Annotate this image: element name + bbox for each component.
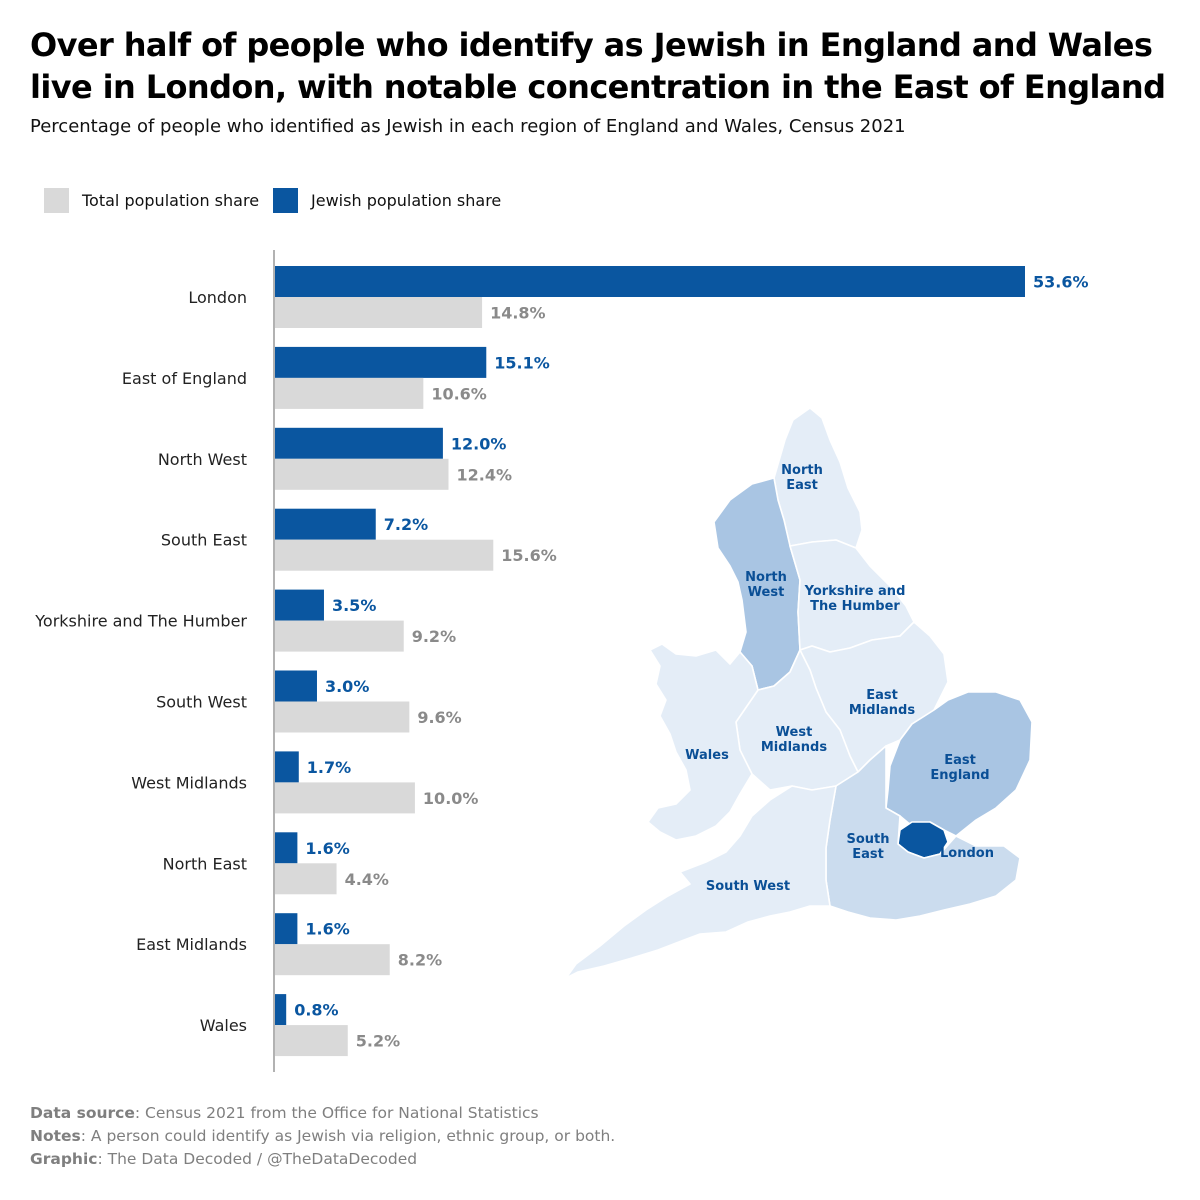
map-region-south-west (565, 785, 837, 979)
bar-jewish (275, 994, 287, 1026)
data-label-jewish: 0.8% (294, 1001, 338, 1020)
data-label-jewish: 1.6% (305, 839, 349, 858)
map-label-west-midlands: West Midlands (761, 725, 827, 755)
category-label: West Midlands (131, 773, 247, 792)
footer-notes-label: Notes (30, 1127, 81, 1145)
bar-total (275, 620, 404, 652)
data-label-total: 9.2% (412, 627, 456, 646)
bar-jewish (275, 427, 443, 459)
category-label: Yorkshire and The Humber (34, 612, 247, 631)
map-labels: North East North West Yorkshire and The Humbe… (685, 463, 994, 894)
category-label: South East (161, 531, 247, 550)
chart-subtitle: Percentage of people who identified as J… (30, 116, 906, 137)
data-label-jewish: 7.2% (384, 515, 428, 534)
map-region-east-england (885, 691, 1033, 837)
bar-jewish (275, 589, 324, 621)
bar-jewish (275, 508, 376, 540)
bar-jewish (275, 751, 299, 783)
category-label: North East (163, 854, 247, 873)
bar-total (275, 863, 337, 895)
category-label: London (188, 288, 247, 307)
footer-graphic-text: : The Data Decoded / @TheDataDecoded (97, 1150, 418, 1168)
bar-jewish (275, 913, 298, 945)
category-label: East Midlands (136, 935, 247, 954)
map-label-yorkshire: Yorkshire and The Humber (804, 584, 906, 614)
category-label: South West (156, 693, 247, 712)
data-label-total: 14.8% (490, 304, 546, 323)
legend-label-total: Total population share (82, 191, 260, 210)
bar-total (275, 297, 483, 328)
data-label-total: 9.6% (417, 708, 461, 727)
map-label-east-midlands: East Midlands (849, 688, 915, 718)
data-label-jewish: 3.0% (325, 677, 369, 696)
footer-source: Data source: Census 2021 from the Office… (30, 1102, 615, 1125)
data-label-total: 10.6% (431, 384, 487, 403)
data-label-jewish: 1.7% (307, 758, 351, 777)
data-label-total: 8.2% (398, 951, 442, 970)
legend-item-total: Total population share (44, 188, 259, 213)
map-label-north-east: North East (781, 463, 823, 493)
bar-jewish (275, 832, 298, 864)
bar-total (275, 944, 390, 976)
data-label-total: 4.4% (345, 870, 389, 889)
map-label-wales: Wales (685, 748, 729, 763)
category-label: East of England (122, 369, 247, 388)
map-region-wales (647, 643, 759, 841)
legend-label-jewish: Jewish population share (311, 191, 502, 210)
footer-graphic: Graphic: The Data Decoded / @TheDataDeco… (30, 1148, 615, 1171)
bar-total (275, 539, 494, 571)
footer-source-label: Data source (30, 1104, 135, 1122)
legend-swatch-total (44, 188, 69, 213)
data-label-jewish: 1.6% (305, 920, 349, 939)
footer: Data source: Census 2021 from the Office… (30, 1102, 615, 1171)
map-label-london: London (940, 846, 994, 861)
footer-graphic-label: Graphic (30, 1150, 98, 1168)
data-label-jewish: 53.6% (1033, 273, 1089, 292)
map-label-north-west: North West (745, 570, 787, 600)
bar-total (275, 377, 424, 409)
data-label-jewish: 3.5% (332, 596, 376, 615)
bar-jewish (275, 346, 487, 378)
bar-total (275, 701, 410, 733)
bar-chart: 53.6% 14.8% London 15.1% 10.6% East of Englan… (34, 250, 1089, 1072)
regions-map (565, 407, 1033, 979)
legend: Total population share Jewish population… (44, 188, 515, 213)
footer-notes: Notes: A person could identify as Jewish… (30, 1125, 615, 1148)
footer-source-text: : Census 2021 from the Office for Nation… (134, 1104, 539, 1122)
bar-total (275, 1025, 348, 1057)
footer-notes-text: : A person could identify as Jewish via … (80, 1127, 616, 1145)
data-label-total: 10.0% (423, 789, 479, 808)
category-label: Wales (200, 1016, 247, 1035)
map-label-south-west: South West (706, 879, 790, 894)
bar-total (275, 458, 449, 490)
legend-item-jewish: Jewish population share (273, 188, 501, 213)
data-label-total: 5.2% (356, 1032, 400, 1051)
bar-jewish (275, 266, 1025, 297)
data-label-jewish: 15.1% (494, 353, 550, 372)
data-label-total: 12.4% (457, 465, 513, 484)
bar-total (275, 782, 415, 814)
map-label-south-east: South East (846, 832, 889, 862)
data-label-jewish: 12.0% (451, 434, 507, 453)
data-label-total: 15.6% (501, 546, 557, 565)
map-region-south-east (825, 745, 1021, 921)
category-label: North West (158, 450, 247, 469)
bar-jewish (275, 670, 317, 702)
map-label-east-england: East England (930, 753, 989, 783)
legend-swatch-jewish (273, 188, 299, 213)
chart-title: Over half of people who identify as Jewi… (30, 26, 1166, 106)
